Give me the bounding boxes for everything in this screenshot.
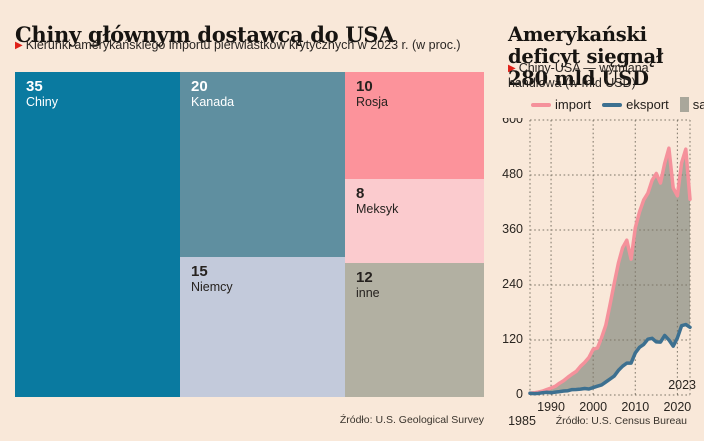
chart-legend: import eksport saldo	[531, 97, 704, 112]
svg-text:480: 480	[502, 167, 523, 181]
cell-label: Niemcy	[191, 280, 233, 295]
treemap: 35 Chiny 20 Kanada 10 Rosja 8 Meksyk 15 …	[15, 72, 484, 397]
legend-label: saldo	[692, 97, 704, 112]
cell-value: 8	[356, 185, 365, 202]
bullet-triangle-icon: ▶	[15, 40, 23, 51]
right-subtitle: ▶ Chiny-USA — wymiana handlowa (w mld USD…	[508, 61, 698, 92]
right-subtitle-text: Chiny-USA — wymiana handlowa (w mld USD)	[508, 61, 649, 91]
trade-panel: Amerykański deficyt sięgnął 280 mld USD …	[495, 0, 704, 441]
treemap-cell-chiny: 35 Chiny	[15, 72, 180, 397]
trade-chart-svg: 0 120 240 360 480 600 1990 2000 2010 2020 1985 2023	[502, 118, 696, 428]
eksport-line-swatch	[602, 102, 623, 107]
left-title: Chiny głównym dostawcą do USA	[15, 22, 395, 48]
svg-text:1990: 1990	[537, 400, 565, 414]
treemap-cell-meksyk: 8 Meksyk	[345, 179, 484, 263]
cell-label: Meksyk	[356, 202, 399, 217]
svg-text:2010: 2010	[621, 400, 649, 414]
cell-value: 10	[356, 78, 373, 95]
legend-label: import	[555, 97, 592, 112]
cell-value: 15	[191, 263, 208, 280]
svg-text:600: 600	[502, 118, 523, 126]
legend-label: eksport	[626, 97, 669, 112]
treemap-cell-rosja: 10 Rosja	[345, 72, 484, 179]
treemap-cell-kanada: 20 Kanada	[180, 72, 345, 257]
import-line-swatch	[531, 102, 551, 107]
right-title: Amerykański deficyt sięgnął 280 mld USD	[508, 23, 664, 90]
cell-label: Kanada	[191, 95, 235, 110]
svg-text:0: 0	[516, 387, 523, 401]
svg-text:1985: 1985	[508, 414, 536, 428]
left-subtitle: ▶ Kierunki amerykańskiego importu pierwia…	[15, 38, 485, 53]
cell-label: Chiny	[26, 95, 58, 110]
legend-item-eksport: eksport	[602, 97, 669, 112]
treemap-panel: Chiny głównym dostawcą do USA ▶ Kierunki …	[15, 22, 485, 426]
svg-text:2020: 2020	[663, 400, 691, 414]
treemap-cell-inne: 12 inne	[345, 263, 484, 397]
svg-text:2023: 2023	[668, 378, 696, 392]
svg-text:360: 360	[502, 222, 523, 236]
cell-value: 12	[356, 269, 373, 286]
svg-text:240: 240	[502, 277, 523, 291]
cell-label: inne	[356, 286, 380, 301]
svg-text:120: 120	[502, 332, 523, 346]
left-source: Źródło: U.S. Geological Survey	[339, 414, 484, 426]
cell-value: 20	[191, 78, 208, 95]
right-source: Źródło: U.S. Census Bureau	[555, 415, 687, 427]
bullet-triangle-icon: ▶	[508, 63, 516, 74]
saldo-area-swatch	[679, 97, 689, 112]
cell-value: 35	[26, 78, 43, 95]
cell-label: Rosja	[356, 95, 388, 110]
legend-item-saldo: saldo	[679, 97, 704, 112]
legend-item-import: import	[531, 97, 591, 112]
svg-text:2000: 2000	[579, 400, 607, 414]
treemap-cell-niemcy: 15 Niemcy	[180, 257, 345, 397]
left-subtitle-text: Kierunki amerykańskiego importu pierwias…	[25, 38, 461, 52]
